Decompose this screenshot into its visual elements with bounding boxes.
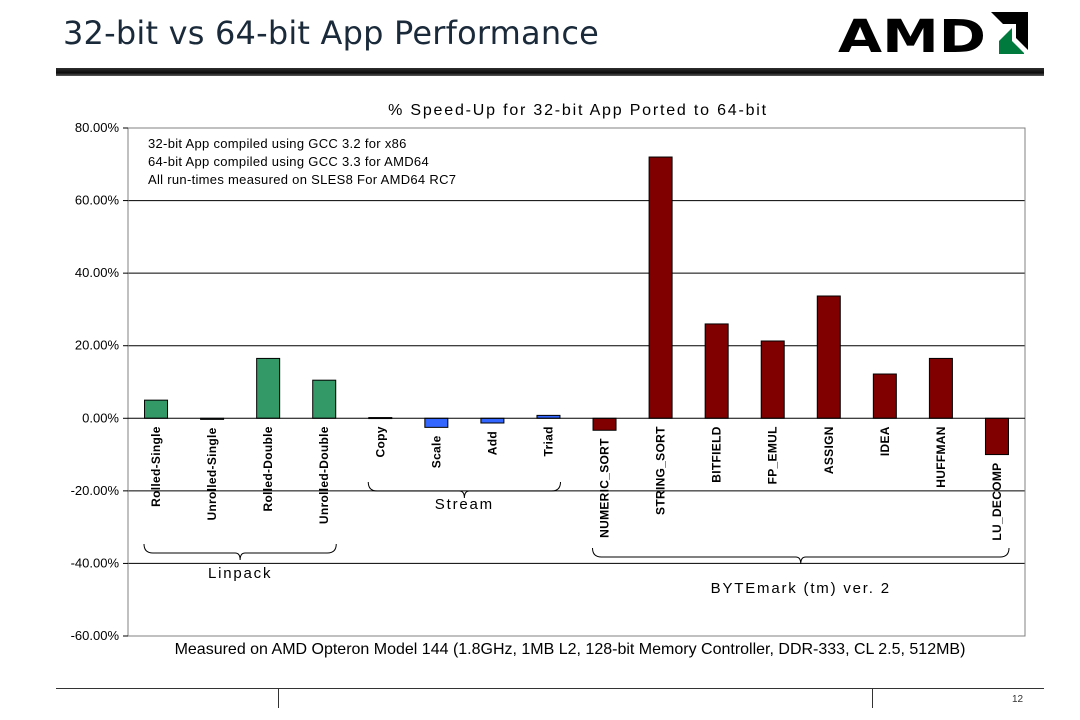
bar-unrolled-double [312, 379, 337, 419]
category-label: IDEA [878, 426, 892, 456]
group-label: Stream [435, 496, 494, 513]
bar-lu-decomp [984, 417, 1009, 456]
bar-add [480, 417, 505, 424]
y-tick-label: -60.00% [71, 628, 120, 643]
chart-note: All run-times measured on SLES8 For AMD6… [148, 172, 456, 187]
page-number: 12 [1012, 694, 1024, 705]
bar-rolled-double [256, 357, 281, 419]
chart-notes: 32-bit App compiled using GCC 3.2 for x8… [148, 136, 456, 187]
y-tick-label: -20.00% [71, 483, 120, 498]
category-label: HUFFMAN [934, 426, 948, 487]
speedup-bar-chart: % Speed-Up for 32-bit App Ported to 64-b… [71, 102, 1026, 658]
group-label: BYTEmark (tm) ver. 2 [711, 580, 891, 597]
group-brackets: Linpack Stream BYTEmark (tm) ver. 2 [143, 481, 1010, 597]
category-labels: Rolled-Single Unrolled-Single Rolled-Doubl… [149, 426, 1004, 541]
bar-numeric-sort [592, 417, 617, 431]
group-bracket [592, 547, 1010, 565]
title-divider [56, 68, 1044, 76]
bar-assign [816, 295, 841, 419]
y-tick-label: 60.00% [75, 193, 120, 208]
amd-logo-text: AMD [838, 10, 986, 56]
category-label: Rolled-Double [261, 426, 275, 511]
bar-bitfield [704, 323, 729, 419]
bar-huffman [928, 357, 953, 419]
y-tick-label: 80.00% [75, 120, 120, 135]
category-label: FP_EMUL [766, 426, 780, 484]
category-label: BITFIELD [710, 426, 724, 482]
category-label: Unrolled-Single [205, 427, 219, 520]
category-label: Rolled-Single [149, 426, 163, 507]
category-label: STRING_SORT [654, 426, 668, 515]
y-tick-label: 40.00% [75, 265, 120, 280]
bar-rolled-single [144, 399, 169, 419]
bar-idea [872, 373, 897, 419]
y-tick-label: 20.00% [75, 338, 120, 353]
plot-area [127, 127, 1026, 637]
category-label: Add [485, 431, 499, 455]
bar-fp-emul [760, 340, 785, 419]
y-axis-ticks: 80.00% 60.00% 40.00% 20.00% 0.00% -20.00% -40.… [71, 120, 128, 643]
y-tick-label: -40.00% [71, 555, 120, 570]
category-label: Triad [541, 426, 555, 456]
category-label: NUMERIC_SORT [598, 438, 612, 538]
amd-arrow-icon [991, 12, 1028, 54]
footer-tick [278, 689, 279, 708]
footer-tick [872, 689, 873, 708]
chart-title: % Speed-Up for 32-bit App Ported to 64-b… [388, 102, 768, 119]
category-label: Scale [429, 435, 443, 468]
x-axis-label: Measured on AMD Opteron Model 144 (1.8GH… [175, 641, 966, 658]
bars [144, 156, 1009, 456]
y-tick-label: 0.00% [82, 410, 119, 425]
footer-divider [56, 688, 1044, 689]
group-label: Linpack [208, 565, 272, 582]
category-label: ASSIGN [822, 426, 836, 474]
category-label: LU_DECOMP [990, 463, 1004, 541]
group-bracket [143, 543, 337, 561]
bar-scale [424, 417, 449, 428]
category-label: Unrolled-Double [317, 426, 331, 524]
chart-note: 32-bit App compiled using GCC 3.2 for x8… [148, 136, 407, 151]
amd-logo: AMD [838, 10, 1028, 56]
bar-string-sort [648, 156, 673, 419]
category-label: Copy [373, 426, 387, 457]
slide-title: 32-bit vs 64-bit App Performance [63, 14, 600, 52]
chart-note: 64-bit App compiled using GCC 3.3 for AM… [148, 154, 429, 169]
group-bracket [367, 481, 561, 499]
